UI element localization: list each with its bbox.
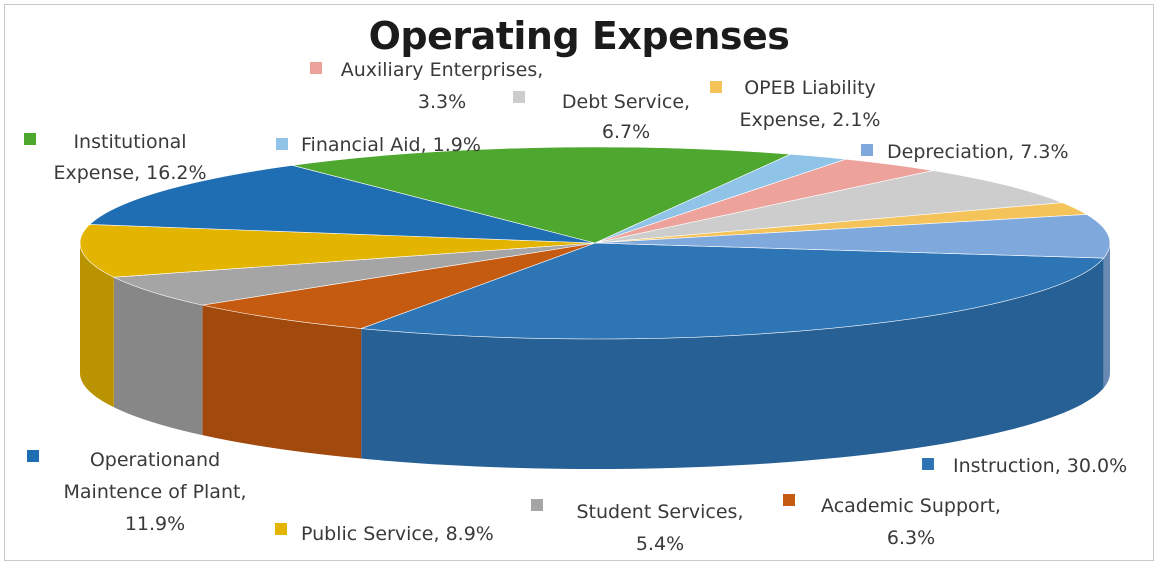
- debt-service-label-line2: 6.7%: [536, 118, 716, 146]
- instruction-legend-marker: [922, 458, 934, 470]
- financial-aid-label: Financial Aid, 1.9%: [301, 131, 481, 159]
- opeb-label-line1: OPEB Liability: [720, 74, 900, 102]
- auxiliary-legend-marker: [310, 62, 322, 74]
- financial-aid-legend-marker: [276, 138, 288, 150]
- operation-label-line3: 11.9%: [40, 510, 270, 538]
- depreciation-label: Depreciation, 7.3%: [887, 138, 1069, 166]
- pie-top-surface: [80, 147, 1110, 339]
- student-services-label-line2: 5.4%: [548, 530, 772, 558]
- debt-service-label-line1: Debt Service,: [536, 88, 716, 116]
- depreciation-side-wall: [1104, 243, 1110, 388]
- auxiliary-label-line1: Auxiliary Enterprises,: [322, 56, 562, 84]
- academic-support-label-line1: Academic Support,: [795, 492, 1027, 520]
- student-services-label-line1: Student Services,: [548, 498, 772, 526]
- institutional-label-line2: Expense, 16.2%: [30, 159, 230, 187]
- auxiliary-label-line2: 3.3%: [322, 88, 562, 116]
- debt-service-legend-marker: [513, 91, 525, 103]
- depreciation-legend-marker: [861, 144, 873, 156]
- opeb-label-line2: Expense, 2.1%: [720, 106, 900, 134]
- public-service-label: Public Service, 8.9%: [301, 520, 494, 548]
- student-services-legend-marker: [531, 499, 543, 511]
- operation-label-line2: Maintence of Plant,: [40, 478, 270, 506]
- academic-support-label-line2: 6.3%: [795, 524, 1027, 552]
- operation-legend-marker: [27, 450, 39, 462]
- academic-side-wall: [202, 305, 361, 458]
- academic-support-legend-marker: [783, 494, 795, 506]
- operation-label-line1: Operationand: [40, 446, 270, 474]
- instruction-label: Instruction, 30.0%: [953, 452, 1127, 480]
- public-service-legend-marker: [275, 523, 287, 535]
- institutional-label-line1: Institutional: [30, 128, 230, 156]
